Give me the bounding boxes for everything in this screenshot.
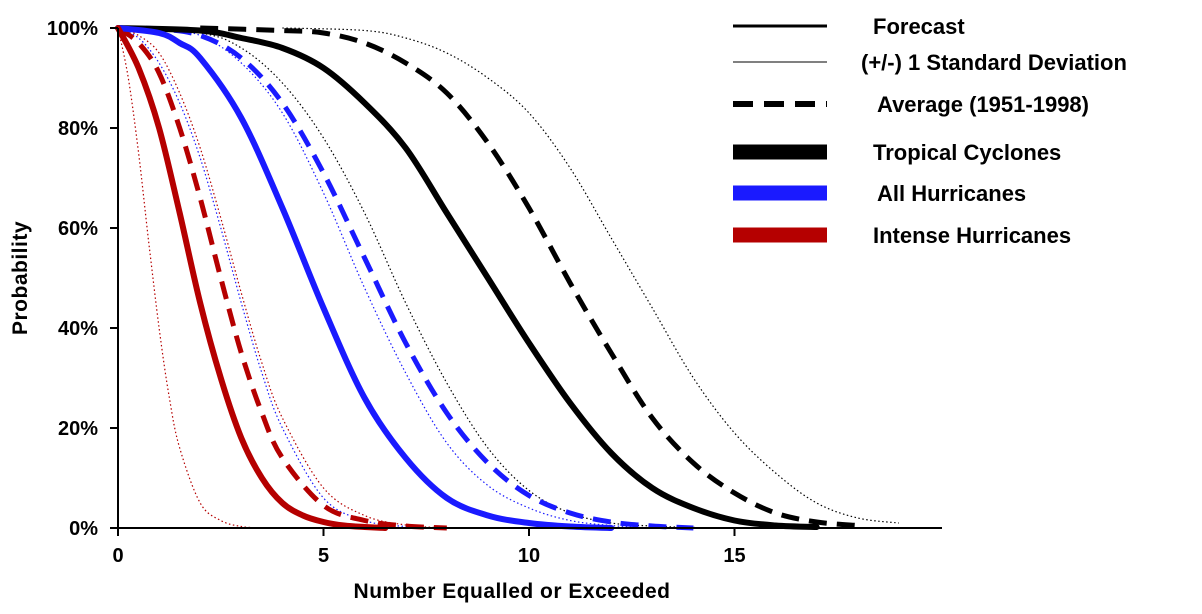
x-tick-label: 15 bbox=[723, 545, 745, 567]
legend-item: Forecast bbox=[733, 14, 965, 39]
series-tropical-cyclones-1-standard-deviation bbox=[282, 27, 899, 524]
legend-label: All Hurricanes bbox=[877, 181, 1026, 206]
x-tick-label: 10 bbox=[518, 545, 540, 567]
y-tick-label: 100% bbox=[47, 18, 98, 40]
series-intense-hurricanes-1-standard-deviation bbox=[117, 27, 262, 529]
legend-label: Tropical Cyclones bbox=[873, 140, 1061, 165]
legend-label: Intense Hurricanes bbox=[873, 223, 1071, 248]
series-intense-hurricanes-average-1951-1998 bbox=[116, 25, 447, 531]
chart-axes bbox=[117, 28, 942, 529]
chart-curves bbox=[115, 25, 899, 531]
series-tropical-cyclones-1-standard-deviation bbox=[117, 27, 735, 529]
chart-legend: Forecast (+/-) 1 Standard Deviation Averag… bbox=[733, 14, 1127, 248]
series-intense-hurricanes-1-standard-deviation bbox=[117, 27, 447, 529]
legend-label: Average (1951-1998) bbox=[877, 92, 1089, 117]
y-axis-title: Probability bbox=[9, 221, 32, 335]
legend-item: (+/-) 1 Standard Deviation bbox=[733, 50, 1127, 75]
y-tick-label: 80% bbox=[58, 118, 98, 140]
series-all-hurricanes-average-1951-1998 bbox=[117, 25, 694, 531]
series-tropical-cyclones-forecast bbox=[115, 25, 820, 530]
y-tick-label: 20% bbox=[58, 418, 98, 440]
series-all-hurricanes-forecast bbox=[115, 25, 615, 531]
x-axis-title: Number Equalled or Exceeded bbox=[354, 580, 671, 603]
series-intense-hurricanes-forecast bbox=[115, 25, 389, 531]
legend-label: (+/-) 1 Standard Deviation bbox=[861, 50, 1127, 75]
y-tick-label: 40% bbox=[58, 318, 98, 340]
series-all-hurricanes-1-standard-deviation bbox=[117, 27, 447, 529]
legend-label: Forecast bbox=[873, 14, 965, 39]
legend-item: All Hurricanes bbox=[733, 181, 1026, 206]
legend-item: Tropical Cyclones bbox=[733, 140, 1061, 165]
y-tick-label: 0% bbox=[69, 518, 98, 540]
axis-ticks: 0 5 10 15 0% 20% 40% 60% 80% 100% bbox=[47, 18, 746, 567]
legend-item: Intense Hurricanes bbox=[733, 223, 1071, 248]
x-tick-label: 5 bbox=[318, 545, 329, 567]
series-all-hurricanes-1-standard-deviation bbox=[117, 27, 653, 529]
legend-item: Average (1951-1998) bbox=[733, 92, 1089, 117]
series-tropical-cyclones-average-1951-1998 bbox=[200, 25, 859, 528]
x-tick-label: 0 bbox=[112, 545, 123, 567]
y-tick-label: 60% bbox=[58, 218, 98, 240]
